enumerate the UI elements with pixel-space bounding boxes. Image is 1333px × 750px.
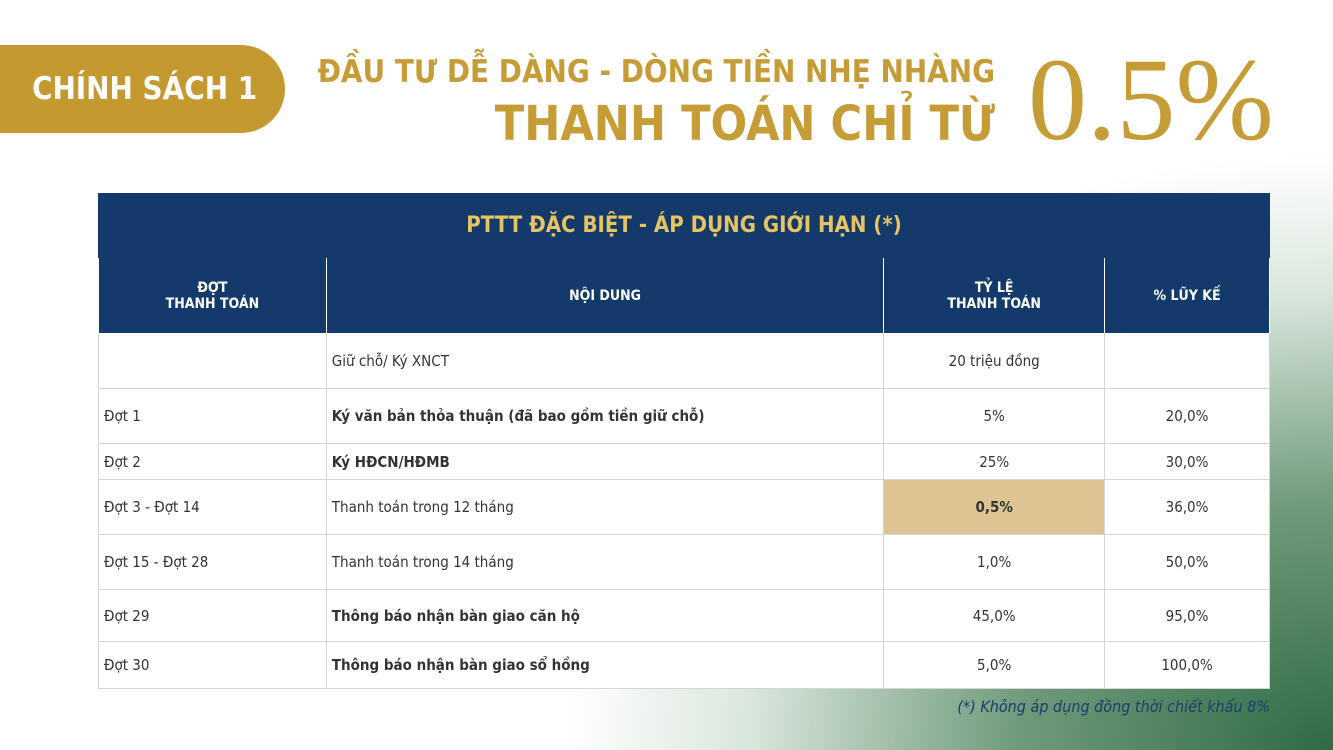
table-cell: 50,0% — [1104, 534, 1270, 590]
column-header: NỘI DUNG — [325, 257, 885, 334]
table-cell: Ký văn bản thỏa thuận (đã bao gồm tiền g… — [325, 388, 885, 444]
table-row: Giữ chỗ/ Ký XNCT 20 triệu đồng — [98, 333, 1270, 389]
table-cell: 0,5% — [883, 479, 1106, 535]
column-header: ĐỢT THANH TOÁN — [98, 257, 327, 334]
table-cell: 5,0% — [883, 641, 1106, 689]
table-cell: Đợt 3 - Đợt 14 — [98, 479, 327, 535]
table-cell: Giữ chỗ/ Ký XNCT — [325, 333, 885, 389]
table-cell: Đợt 30 — [98, 641, 327, 689]
table-row: Đợt 2 Ký HĐCN/HĐMB 25% 30,0% — [98, 443, 1270, 480]
table-cell: Thanh toán trong 14 tháng — [325, 534, 885, 590]
payment-table: PTTT ĐẶC BIỆT - ÁP DỤNG GIỚI HẠN (*) ĐỢT… — [98, 193, 1270, 689]
table-cell: 100,0% — [1104, 641, 1270, 689]
badge: CHÍNH SÁCH 1 — [0, 45, 285, 133]
table-cell: Đợt 15 - Đợt 28 — [98, 534, 327, 590]
table-cell: Ký HĐCN/HĐMB — [325, 443, 885, 480]
subheadline: THANH TOÁN CHỈ TỪ — [494, 96, 995, 152]
table-cell: Thông báo nhận bàn giao căn hộ — [325, 589, 885, 642]
table-row: Đợt 1 Ký văn bản thỏa thuận (đã bao gồm t… — [98, 388, 1270, 444]
column-header: TỶ LỆ THANH TOÁN — [883, 257, 1106, 334]
table-row: Đợt 3 - Đợt 14 Thanh toán trong 12 tháng 0… — [98, 479, 1270, 535]
table-cell — [98, 333, 327, 389]
table-title: PTTT ĐẶC BIỆT - ÁP DỤNG GIỚI HẠN (*) — [98, 193, 1270, 258]
table-cell: Đợt 2 — [98, 443, 327, 480]
table-row: Đợt 15 - Đợt 28 Thanh toán trong 14 tháng… — [98, 534, 1270, 590]
table-cell — [1104, 333, 1270, 389]
table-cell: 20,0% — [1104, 388, 1270, 444]
table-cell: 20 triệu đồng — [883, 333, 1106, 389]
column-header: % LŨY KẾ — [1104, 257, 1270, 334]
table-cell: 95,0% — [1104, 589, 1270, 642]
table-cell: Đợt 29 — [98, 589, 327, 642]
table-row: Đợt 29 Thông báo nhận bàn giao căn hộ 45,0… — [98, 589, 1270, 642]
table-cell: 36,0% — [1104, 479, 1270, 535]
table-row: Đợt 30 Thông báo nhận bàn giao sổ hồng 5,0… — [98, 641, 1270, 689]
table-cell: Đợt 1 — [98, 388, 327, 444]
table-cell: 30,0% — [1104, 443, 1270, 480]
headline: ĐẦU TƯ DỄ DÀNG - DÒNG TIỀN NHẸ NHÀNG — [317, 54, 995, 90]
table-cell: 25% — [883, 443, 1106, 480]
table-cell: 5% — [883, 388, 1106, 444]
table-cell: Thanh toán trong 12 tháng — [325, 479, 885, 535]
table-cell: 45,0% — [883, 589, 1106, 642]
table-cell: Thông báo nhận bàn giao sổ hồng — [325, 641, 885, 689]
highlight-value: 0.5% — [1028, 34, 1274, 165]
table-cell: 1,0% — [883, 534, 1106, 590]
footnote: (*) Không áp dụng đồng thời chiết khấu 8… — [957, 697, 1270, 716]
